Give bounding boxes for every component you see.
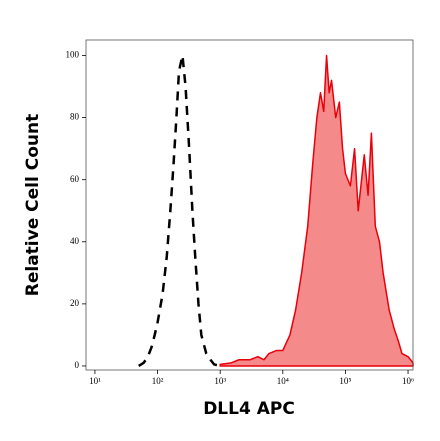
- x-tick-label: 10⁵: [339, 376, 351, 386]
- x-tick-label: 10²: [152, 376, 164, 386]
- histogram-area: [219, 54, 414, 367]
- y-tick-label: 40: [70, 236, 80, 246]
- x-axis-label: DLL4 APC: [203, 399, 295, 419]
- y-axis-label: Relative Cell Count: [23, 114, 43, 296]
- y-tick-label: 0: [75, 360, 80, 370]
- y-tick-label: 80: [70, 112, 80, 122]
- y-tick-label: 60: [70, 174, 80, 184]
- y-tick-label: 100: [66, 50, 80, 60]
- plot-frame: [85, 39, 414, 371]
- y-tick-label: 20: [70, 298, 80, 308]
- x-tick-label: 10¹: [89, 376, 101, 386]
- x-tick-label: 10⁴: [277, 376, 289, 386]
- histogram-line: [138, 55, 221, 368]
- x-tick-label: 10⁶: [402, 376, 414, 386]
- x-tick-label: 10³: [214, 376, 226, 386]
